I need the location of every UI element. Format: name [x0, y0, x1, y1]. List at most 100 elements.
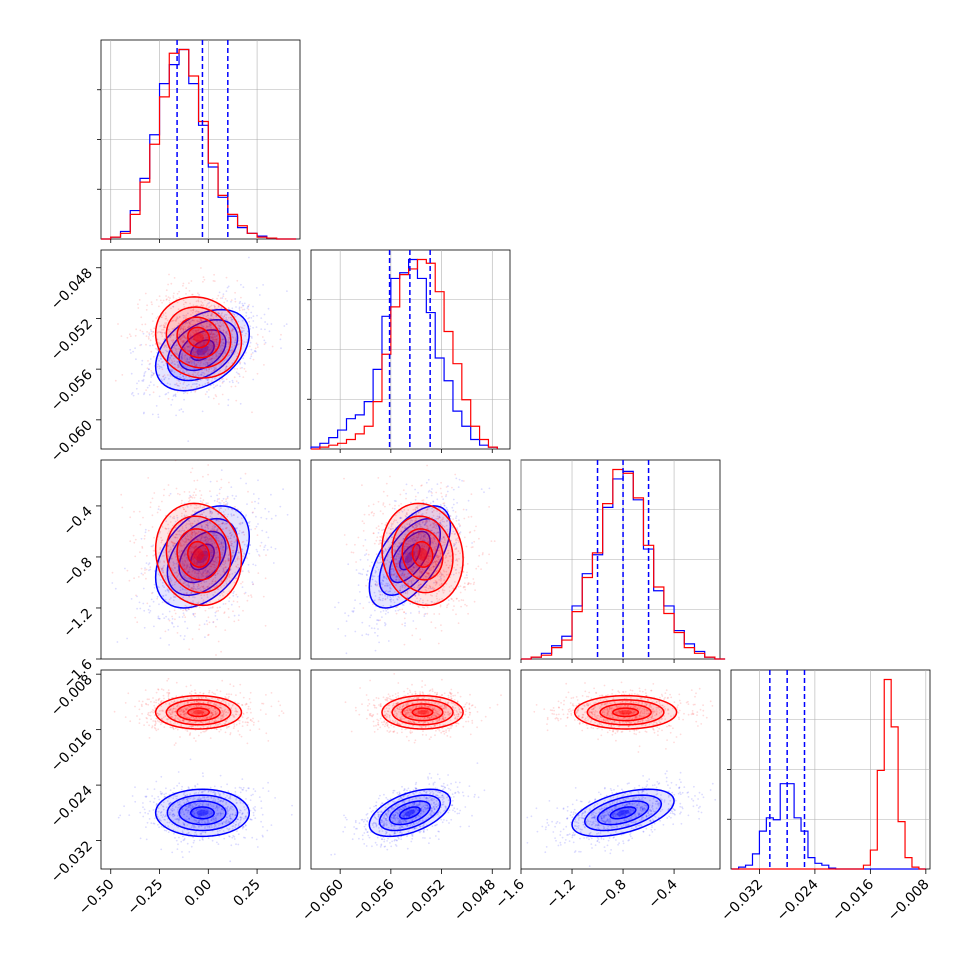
scatter-point: [178, 296, 181, 299]
scatter-point: [192, 338, 195, 341]
scatter-point: [219, 546, 222, 548]
scatter-point: [225, 330, 228, 333]
scatter-point: [193, 362, 196, 365]
scatter-point: [169, 373, 172, 376]
scatter-point: [198, 339, 200, 342]
scatter-point: [190, 579, 193, 582]
scatter-point: [211, 551, 214, 553]
scatter-point: [204, 540, 206, 542]
scatter-point: [208, 356, 211, 359]
scatter-point: [227, 338, 230, 341]
histogram-red-series: [101, 48, 297, 240]
scatter-point: [404, 553, 407, 555]
scatter-point: [126, 336, 129, 339]
scatter-point: [158, 603, 160, 606]
scatter-point: [433, 602, 436, 604]
scatter-point: [435, 527, 437, 530]
scatter-point: [185, 375, 188, 378]
scatter-point: [191, 554, 194, 557]
scatter-point: [204, 609, 207, 612]
scatter-point: [201, 369, 203, 372]
scatter-point: [156, 385, 159, 388]
scatter-point: [345, 620, 348, 623]
scatter-point: [205, 369, 208, 371]
scatter-point: [378, 555, 381, 557]
scatter-point: [203, 343, 206, 346]
scatter-point: [189, 540, 192, 542]
scatter-point: [397, 553, 400, 556]
scatter-point: [211, 580, 214, 583]
scatter-point: [194, 570, 196, 573]
scatter-point: [257, 523, 259, 525]
scatter-point: [186, 384, 188, 387]
scatter-point: [183, 491, 186, 493]
scatter-point: [424, 533, 427, 536]
scatter-point: [241, 331, 243, 333]
scatter-point: [182, 375, 185, 377]
scatter-point: [160, 345, 163, 347]
scatter-point: [233, 514, 235, 516]
scatter-point: [181, 550, 183, 552]
scatter-point: [456, 537, 459, 539]
scatter-point: [164, 345, 167, 347]
scatter-point: [217, 513, 220, 515]
scatter-point: [158, 354, 160, 357]
scatter-point: [218, 327, 220, 330]
scatter-point: [247, 305, 250, 307]
scatter-point: [221, 350, 224, 353]
scatter-point: [192, 546, 195, 549]
scatter-point: [181, 587, 184, 590]
scatter-point: [181, 616, 184, 618]
scatter-point: [191, 534, 194, 537]
scatter-point: [195, 350, 198, 353]
scatter-point: [176, 590, 179, 593]
scatter-point: [443, 505, 446, 507]
scatter-point: [120, 493, 123, 496]
scatter-point: [220, 541, 223, 543]
scatter-point: [181, 358, 183, 361]
scatter-point: [185, 567, 188, 569]
scatter-point: [167, 629, 170, 631]
scatter-point: [368, 601, 371, 604]
scatter-point: [211, 334, 214, 337]
scatter-point: [213, 338, 216, 341]
scatter-point: [173, 329, 176, 332]
scatter-point: [409, 548, 412, 551]
scatter-point: [230, 319, 233, 322]
scatter-point: [410, 568, 413, 571]
scatter-point: [227, 616, 230, 619]
scatter-point: [161, 613, 164, 615]
scatter-point: [194, 546, 197, 548]
scatter-point: [425, 586, 428, 589]
scatter-point: [159, 342, 161, 344]
scatter-point: [473, 529, 476, 532]
scatter-point: [235, 495, 238, 497]
scatter-point: [193, 582, 196, 585]
scatter-point: [205, 306, 208, 309]
scatter-point: [190, 578, 193, 581]
scatter-point: [170, 334, 173, 337]
scatter-point: [257, 502, 260, 505]
scatter-point: [221, 338, 224, 341]
scatter-point: [185, 609, 188, 612]
scatter-point: [441, 573, 443, 575]
scatter-point: [207, 539, 210, 541]
scatter-point: [140, 343, 143, 346]
scatter-point: [410, 559, 412, 561]
scatter-point: [379, 619, 381, 622]
scatter-point: [374, 631, 376, 634]
scatter-point: [204, 568, 207, 571]
scatter-point: [152, 554, 155, 557]
scatter-point: [194, 351, 197, 354]
scatter-point: [135, 594, 137, 597]
scatter-point: [183, 530, 186, 532]
scatter-point: [159, 357, 162, 360]
scatter-point: [195, 339, 198, 342]
scatter-point: [233, 368, 236, 370]
scatter-point: [381, 599, 384, 602]
scatter-point: [229, 541, 232, 543]
scatter-point: [247, 563, 250, 566]
scatter-point: [408, 546, 410, 549]
scatter-point: [371, 578, 374, 581]
